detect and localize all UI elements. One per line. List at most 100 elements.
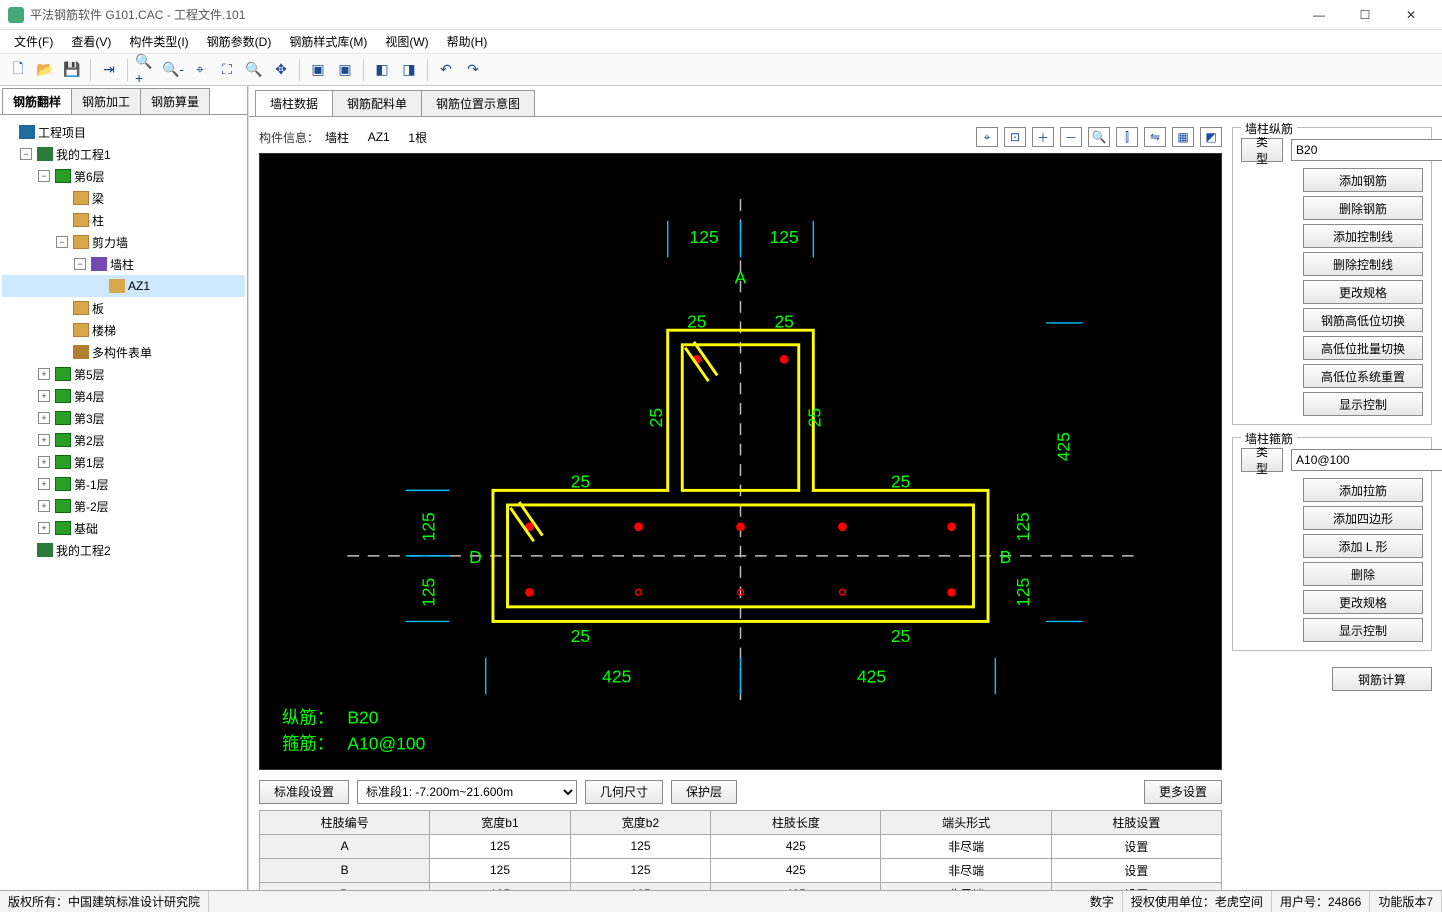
tab-wall-column-data[interactable]: 墙柱数据 bbox=[255, 90, 333, 116]
cad-zoomout-icon[interactable]: － bbox=[1060, 127, 1082, 147]
tab-rebar-quantity[interactable]: 钢筋算量 bbox=[140, 88, 210, 114]
table-header: 宽度b2 bbox=[570, 810, 711, 834]
cad-zoomin-icon[interactable]: ＋ bbox=[1032, 127, 1054, 147]
tree-node[interactable]: +第5层 bbox=[2, 363, 245, 385]
stirrup-button-2[interactable]: 添加 L 形 bbox=[1303, 534, 1423, 558]
tree-node[interactable]: +第2层 bbox=[2, 429, 245, 451]
menu-help[interactable]: 帮助(H) bbox=[439, 31, 496, 52]
project-tree[interactable]: 工程项目−我的工程1−第6层梁柱−剪力墙−墙柱AZ1板楼梯多构件表单+第5层+第… bbox=[0, 115, 247, 890]
new-icon[interactable]: 🗋 bbox=[6, 58, 30, 82]
tree-node[interactable]: −我的工程1 bbox=[2, 143, 245, 165]
table-row[interactable]: A125125425非尽端设置 bbox=[260, 834, 1222, 858]
tab-rebar-process[interactable]: 钢筋加工 bbox=[71, 88, 141, 114]
long-type-input[interactable] bbox=[1291, 139, 1442, 161]
tree-node[interactable]: 工程项目 bbox=[2, 121, 245, 143]
tree-node[interactable]: AZ1 bbox=[2, 275, 245, 297]
left-panel: 钢筋翻样 钢筋加工 钢筋算量 工程项目−我的工程1−第6层梁柱−剪力墙−墙柱AZ… bbox=[0, 86, 248, 890]
long-button-1[interactable]: 删除钢筋 bbox=[1303, 196, 1423, 220]
tree-node[interactable]: −剪力墙 bbox=[2, 231, 245, 253]
cad-chart-icon[interactable]: ⫿ bbox=[1116, 127, 1138, 147]
long-button-5[interactable]: 钢筋高低位切换 bbox=[1303, 308, 1423, 332]
minimize-button[interactable]: — bbox=[1296, 0, 1342, 30]
section-select[interactable]: 标准段1: -7.200m~21.600m bbox=[357, 780, 577, 804]
stirrup-button-5[interactable]: 显示控制 bbox=[1303, 618, 1423, 642]
stirrup-type-input[interactable] bbox=[1291, 449, 1442, 471]
calculate-button[interactable]: 钢筋计算 bbox=[1332, 667, 1432, 691]
long-button-8[interactable]: 显示控制 bbox=[1303, 392, 1423, 416]
cad-flip-h-icon[interactable]: ⇋ bbox=[1144, 127, 1166, 147]
cad-snap-icon[interactable]: ◩ bbox=[1200, 127, 1222, 147]
long-button-2[interactable]: 添加控制线 bbox=[1303, 224, 1423, 248]
stirrup-button-4[interactable]: 更改规格 bbox=[1303, 590, 1423, 614]
tool-c-icon[interactable]: ◧ bbox=[370, 58, 394, 82]
cad-grid-icon[interactable]: ▦ bbox=[1172, 127, 1194, 147]
tab-rebar-detail[interactable]: 钢筋翻样 bbox=[2, 88, 72, 114]
long-button-3[interactable]: 删除控制线 bbox=[1303, 252, 1423, 276]
cad-viewport[interactable]: 125125 A 2525 25 25 425 2525 125 125 125… bbox=[259, 153, 1222, 770]
menu-rebar-styles[interactable]: 钢筋样式库(M) bbox=[281, 31, 375, 52]
undo-icon[interactable]: ↶ bbox=[434, 58, 458, 82]
tab-rebar-position[interactable]: 钢筋位置示意图 bbox=[421, 90, 535, 116]
svg-text:125: 125 bbox=[419, 578, 439, 607]
tree-node[interactable]: +第1层 bbox=[2, 451, 245, 473]
tool-d-icon[interactable]: ◨ bbox=[397, 58, 421, 82]
zoom-window-icon[interactable]: ⌖ bbox=[188, 58, 212, 82]
maximize-button[interactable]: ☐ bbox=[1342, 0, 1388, 30]
component-type: 墙柱 bbox=[325, 129, 349, 146]
tree-node[interactable]: 板 bbox=[2, 297, 245, 319]
long-type-button[interactable]: 类型 bbox=[1241, 138, 1283, 162]
export-icon[interactable]: ⇥ bbox=[97, 58, 121, 82]
menu-rebar-params[interactable]: 钢筋参数(D) bbox=[199, 31, 280, 52]
tree-node[interactable]: +第-1层 bbox=[2, 473, 245, 495]
long-button-6[interactable]: 高低位批量切换 bbox=[1303, 336, 1423, 360]
tab-rebar-list[interactable]: 钢筋配料单 bbox=[332, 90, 422, 116]
geometry-button[interactable]: 几何尺寸 bbox=[585, 780, 663, 804]
tree-node[interactable]: +第3层 bbox=[2, 407, 245, 429]
cover-button[interactable]: 保护层 bbox=[671, 780, 737, 804]
menu-window[interactable]: 视图(W) bbox=[377, 31, 436, 52]
tree-node[interactable]: 楼梯 bbox=[2, 319, 245, 341]
tree-node[interactable]: +基础 bbox=[2, 517, 245, 539]
stirrup-button-1[interactable]: 添加四边形 bbox=[1303, 506, 1423, 530]
svg-text:25: 25 bbox=[571, 471, 590, 491]
stirrup-type-button[interactable]: 类型 bbox=[1241, 448, 1283, 472]
more-settings-button[interactable]: 更多设置 bbox=[1144, 780, 1222, 804]
close-button[interactable]: ✕ bbox=[1388, 0, 1434, 30]
cad-center-icon[interactable]: ⊡ bbox=[1004, 127, 1026, 147]
tree-node[interactable]: +第4层 bbox=[2, 385, 245, 407]
cad-zoom-icon[interactable]: 🔍 bbox=[1088, 127, 1110, 147]
tree-node[interactable]: +第-2层 bbox=[2, 495, 245, 517]
menu-component-type[interactable]: 构件类型(I) bbox=[121, 31, 196, 52]
section-settings-button[interactable]: 标准段设置 bbox=[259, 780, 349, 804]
pan-icon[interactable]: ✥ bbox=[269, 58, 293, 82]
tool-b-icon[interactable]: ▣ bbox=[333, 58, 357, 82]
table-row[interactable]: D125125425非尽端设置 bbox=[260, 882, 1222, 890]
tree-node[interactable]: −第6层 bbox=[2, 165, 245, 187]
window-title: 平法钢筋软件 G101.CAC - 工程文件.101 bbox=[30, 6, 1296, 23]
tree-node[interactable]: −墙柱 bbox=[2, 253, 245, 275]
stirrup-button-3[interactable]: 删除 bbox=[1303, 562, 1423, 586]
long-button-0[interactable]: 添加钢筋 bbox=[1303, 168, 1423, 192]
zoom-in-icon[interactable]: 🔍+ bbox=[134, 58, 158, 82]
limb-table[interactable]: 柱肢编号宽度b1宽度b2柱肢长度端头形式柱肢设置A125125425非尽端设置B… bbox=[259, 810, 1222, 890]
save-icon[interactable]: 💾 bbox=[60, 58, 84, 82]
menu-file[interactable]: 文件(F) bbox=[6, 31, 61, 52]
menu-view[interactable]: 查看(V) bbox=[63, 31, 119, 52]
zoom-fit-icon[interactable]: ⛶ bbox=[215, 58, 239, 82]
redo-icon[interactable]: ↷ bbox=[461, 58, 485, 82]
long-button-4[interactable]: 更改规格 bbox=[1303, 280, 1423, 304]
tree-node[interactable]: 梁 bbox=[2, 187, 245, 209]
tool-a-icon[interactable]: ▣ bbox=[306, 58, 330, 82]
zoom-realtime-icon[interactable]: 🔍 bbox=[242, 58, 266, 82]
table-header: 柱肢编号 bbox=[260, 810, 430, 834]
table-row[interactable]: B125125425非尽端设置 bbox=[260, 858, 1222, 882]
tree-node[interactable]: 柱 bbox=[2, 209, 245, 231]
cad-target-icon[interactable]: ⌖ bbox=[976, 127, 998, 147]
zoom-out-icon[interactable]: 🔍- bbox=[161, 58, 185, 82]
open-icon[interactable]: 📂 bbox=[33, 58, 57, 82]
tree-node[interactable]: 我的工程2 bbox=[2, 539, 245, 561]
long-button-7[interactable]: 高低位系统重置 bbox=[1303, 364, 1423, 388]
stirrup-button-0[interactable]: 添加拉筋 bbox=[1303, 478, 1423, 502]
tree-node[interactable]: 多构件表单 bbox=[2, 341, 245, 363]
svg-text:25: 25 bbox=[687, 311, 706, 331]
